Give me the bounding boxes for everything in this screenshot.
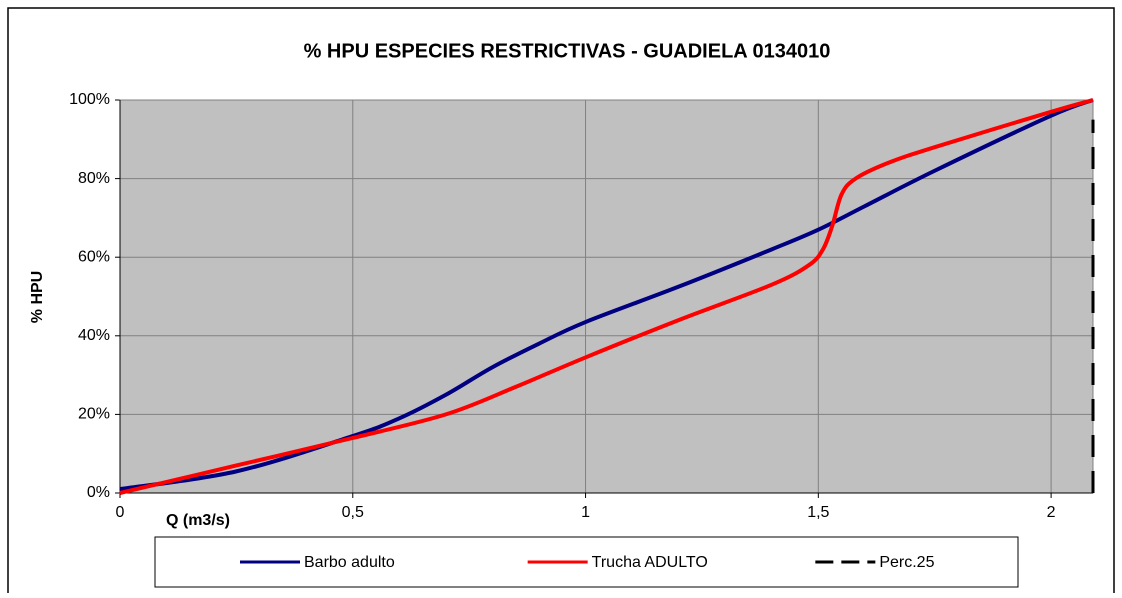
x-tick-label: 1 [581,504,590,521]
y-tick-label: 80% [78,170,110,187]
y-axis-label: % HPU [29,271,46,323]
legend-label: Trucha ADULTO [592,554,708,571]
y-tick-label: 40% [78,327,110,344]
plot-area [120,100,1093,493]
x-tick-label: 0,5 [342,504,364,521]
y-tick-label: 100% [69,91,110,108]
legend-label: Perc.25 [879,554,934,571]
data-line [119,98,1094,495]
y-tick-label: 0% [87,484,110,501]
y-tick-label: 60% [78,248,110,265]
x-tick-label: 1,5 [807,504,829,521]
x-tick-label: 2 [1047,504,1056,521]
y-tick-label: 20% [78,406,110,423]
chart-title: % HPU ESPECIES RESTRICTIVAS - GUADIELA 0… [304,40,831,62]
x-axis-label: Q (m3/s) [166,512,230,529]
x-tick-label: 0 [116,504,125,521]
legend-label: Barbo adulto [304,554,395,571]
legend: Barbo adulto Trucha ADULTO Perc.25 [154,536,1019,588]
